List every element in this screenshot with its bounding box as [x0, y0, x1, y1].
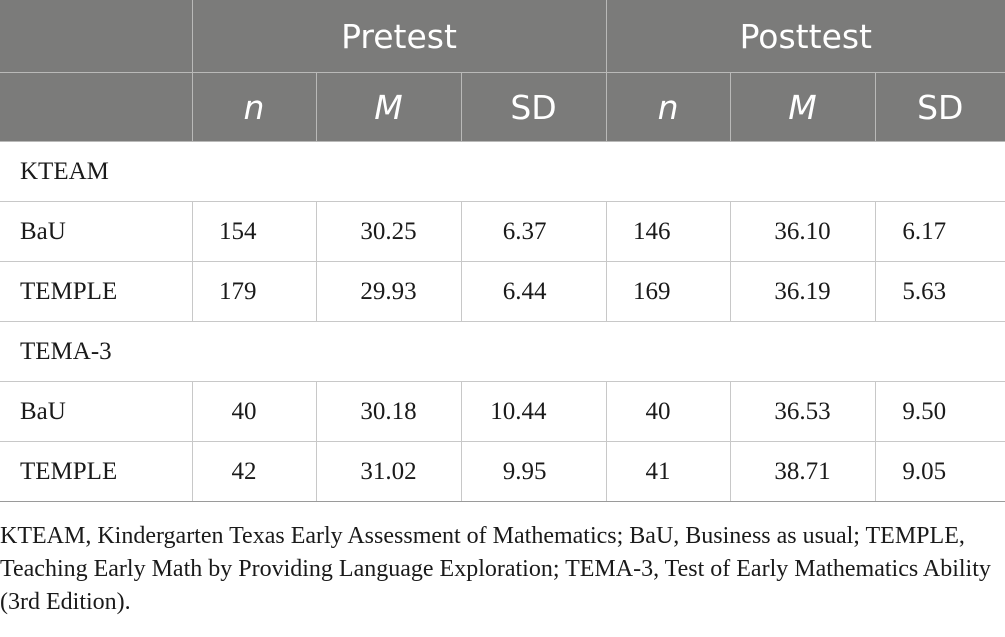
section-row-tema3: TEMA-3	[0, 321, 1005, 382]
posttest-sd-header: SD	[874, 72, 1005, 142]
pretest-sd-header: SD	[460, 72, 607, 142]
table-cell: 6.17	[874, 201, 1005, 262]
table-cell: 41	[605, 441, 731, 502]
corner-cell	[0, 0, 192, 73]
table-row: TEMPLE 179 29.93 6.44 169 36.19 5.63	[0, 261, 1005, 322]
table-cell: 146	[605, 201, 731, 262]
table-cell: 169	[605, 261, 731, 322]
pretest-n-header: n	[191, 72, 316, 142]
corner-cell	[0, 72, 192, 142]
table-cell: 36.53	[729, 381, 876, 442]
column-header-row: n M SD n M SD	[0, 72, 1005, 142]
table-cell: 36.19	[729, 261, 876, 322]
table-cell: 10.44	[460, 381, 607, 442]
table-cell: 36.10	[729, 201, 876, 262]
table-cell: 9.50	[874, 381, 1005, 442]
table-footnote: KTEAM, Kindergarten Texas Early Assessme…	[0, 523, 991, 615]
table-cell: 179	[191, 261, 317, 322]
section-label: TEMA-3	[0, 321, 1005, 382]
table-cell: 9.95	[460, 441, 607, 502]
table-cell: 42	[191, 441, 317, 502]
section-row-kteam: KTEAM	[0, 141, 1005, 202]
table-cell: 6.37	[460, 201, 607, 262]
table-cell: 30.18	[315, 381, 462, 442]
table-cell: 5.63	[874, 261, 1005, 322]
table-cell: 29.93	[315, 261, 462, 322]
table-row: TEMPLE 42 31.02 9.95 41 38.71 9.05	[0, 441, 1005, 502]
section-label: KTEAM	[0, 141, 1005, 202]
table-cell: 154	[191, 201, 317, 262]
table-cell: 38.71	[729, 441, 876, 502]
row-label: BaU	[0, 381, 193, 442]
table-cell: 31.02	[315, 441, 462, 502]
posttest-n-header: n	[605, 72, 731, 142]
row-label: TEMPLE	[0, 261, 193, 322]
group-header-row: Pretest Posttest	[0, 0, 1005, 73]
row-label: BaU	[0, 201, 193, 262]
table-cell: 40	[191, 381, 317, 442]
row-label: TEMPLE	[0, 441, 193, 502]
posttest-header: Posttest	[605, 0, 1005, 73]
posttest-mean-header: M	[729, 72, 876, 142]
results-table: Pretest Posttest n M SD n M SD KTEAM BaU…	[0, 0, 1005, 502]
table-row: BaU 40 30.18 10.44 40 36.53 9.50	[0, 381, 1005, 442]
pretest-header: Pretest	[191, 0, 607, 73]
table-cell: 6.44	[460, 261, 607, 322]
pretest-mean-header: M	[315, 72, 461, 142]
table-cell: 9.05	[874, 441, 1005, 502]
table-row: BaU 154 30.25 6.37 146 36.10 6.17	[0, 201, 1005, 262]
table-cell: 40	[605, 381, 731, 442]
table-cell: 30.25	[315, 201, 462, 262]
